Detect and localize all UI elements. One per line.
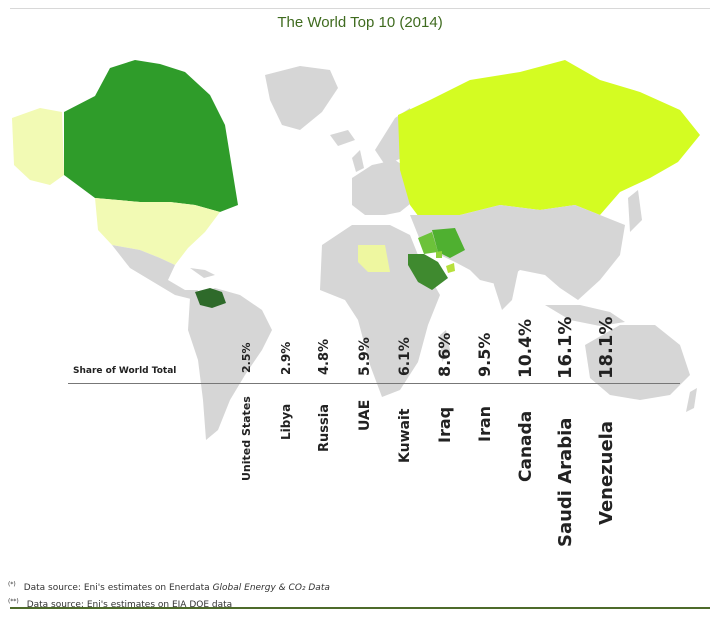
share-value-venezuela: 18.1% bbox=[596, 316, 617, 379]
footnote-2-text: Data source: Eni's estimates on EIA DOE … bbox=[26, 600, 233, 610]
footnote-1-mark: (*) bbox=[8, 581, 16, 588]
country-label-saudi-arabia: Saudi Arabia bbox=[555, 417, 576, 547]
share-of-world-total-label: Share of World Total bbox=[73, 366, 177, 376]
india-shape bbox=[490, 260, 520, 310]
alaska-shape bbox=[12, 108, 64, 185]
central-america-shape bbox=[112, 245, 198, 300]
share-value-iraq: 8.6% bbox=[435, 332, 454, 377]
share-value-kuwait: 6.1% bbox=[397, 337, 413, 376]
footnote-2: (**) Data source: Eni's estimates on EIA … bbox=[8, 595, 330, 612]
canada-shape bbox=[64, 60, 238, 212]
share-value-saudi-arabia: 16.1% bbox=[555, 316, 576, 379]
share-value-uae: 5.9% bbox=[357, 337, 373, 376]
venezuela-shape bbox=[195, 288, 226, 308]
bottom-divider bbox=[10, 607, 710, 609]
baseline-axis bbox=[68, 383, 680, 384]
footnote-1-text: Data source: Eni's estimates on Enerdata bbox=[23, 583, 213, 593]
uae-shape bbox=[446, 263, 455, 273]
saudi-arabia-shape bbox=[408, 254, 448, 290]
caribbean-shape bbox=[190, 268, 215, 278]
footnotes: (*) Data source: Eni's estimates on Enerd… bbox=[8, 578, 330, 612]
country-label-iraq: Iraq bbox=[435, 406, 454, 443]
iceland-shape bbox=[330, 130, 355, 146]
iraq-shape bbox=[418, 232, 438, 254]
country-label-united-states: United States bbox=[240, 396, 253, 481]
country-label-canada: Canada bbox=[516, 410, 536, 482]
iran-shape bbox=[432, 228, 465, 258]
share-value-canada: 10.4% bbox=[516, 319, 536, 378]
south-america-shape bbox=[188, 288, 272, 440]
country-label-libya: Libya bbox=[279, 403, 293, 440]
asia-shape bbox=[410, 205, 625, 300]
europe-shape bbox=[352, 160, 415, 215]
indonesia-shape bbox=[545, 305, 625, 326]
japan-shape bbox=[628, 190, 642, 232]
footnote-1: (*) Data source: Eni's estimates on Enerd… bbox=[8, 578, 330, 595]
new-zealand-shape bbox=[686, 388, 697, 412]
kuwait-shape bbox=[436, 251, 442, 258]
uk-shape bbox=[352, 150, 364, 172]
country-label-uae: UAE bbox=[357, 399, 373, 431]
greenland-shape bbox=[265, 66, 338, 130]
country-label-kuwait: Kuwait bbox=[397, 408, 413, 463]
country-label-iran: Iran bbox=[475, 405, 494, 442]
footnote-1-italic: Global Energy & CO₂ Data bbox=[212, 583, 330, 593]
country-label-russia: Russia bbox=[317, 404, 332, 452]
share-value-united-states: 2.5% bbox=[240, 342, 253, 373]
country-label-venezuela: Venezuela bbox=[596, 421, 617, 525]
madagascar-shape bbox=[440, 330, 450, 362]
russia-shape bbox=[398, 60, 700, 225]
map-title: The World Top 10 (2014) bbox=[277, 14, 443, 31]
top-divider bbox=[10, 8, 710, 9]
australia-shape bbox=[585, 325, 690, 400]
world-map bbox=[12, 60, 700, 440]
usa-shape bbox=[95, 198, 220, 265]
share-value-iran: 9.5% bbox=[475, 332, 494, 377]
share-value-russia: 4.8% bbox=[317, 338, 332, 375]
libya-shape bbox=[358, 245, 390, 272]
share-value-libya: 2.9% bbox=[279, 341, 293, 375]
footnote-2-mark: (**) bbox=[8, 598, 19, 605]
